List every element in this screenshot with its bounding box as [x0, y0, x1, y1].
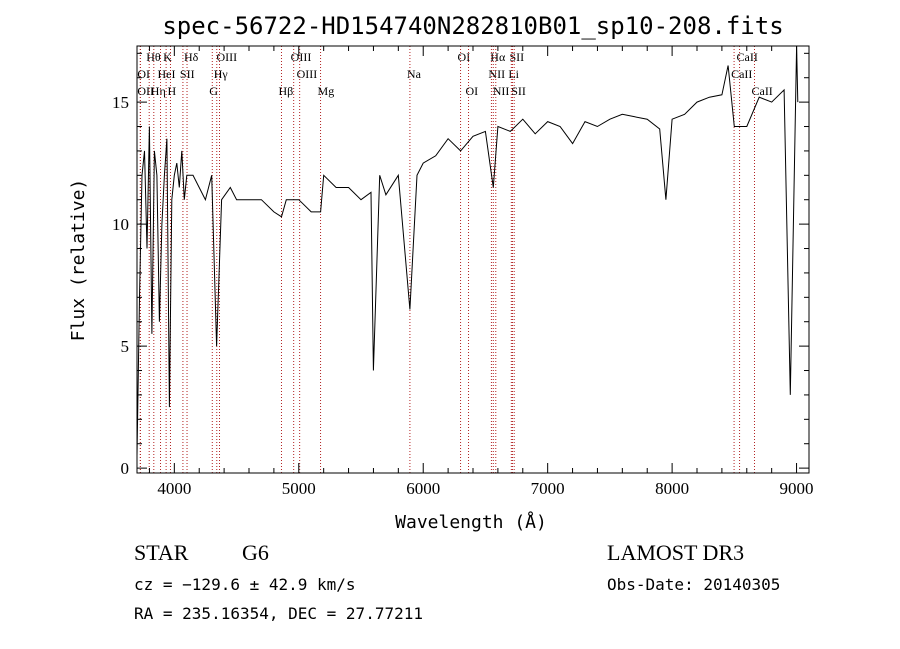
x-tick-label: 6000	[406, 479, 440, 498]
x-axis-label: Wavelength (Å)	[395, 511, 547, 533]
y-tick-label: 15	[112, 93, 129, 112]
object-class: STAR	[134, 540, 189, 565]
x-tick-label: 4000	[157, 479, 191, 498]
line-label: Hδ	[184, 50, 199, 64]
x-tick-label: 7000	[531, 479, 565, 498]
line-label: Hθ	[146, 50, 161, 64]
line-label: CaII	[731, 67, 752, 81]
line-label: SII	[509, 50, 524, 64]
line-label: OI	[466, 84, 479, 98]
line-label: OI	[137, 67, 150, 81]
line-label: Mg	[318, 84, 335, 98]
line-label: H	[167, 84, 176, 98]
y-tick-label: 0	[121, 459, 130, 478]
spectrum-series	[136, 45, 799, 456]
plot-frame	[136, 45, 810, 474]
y-tick-label: 5	[121, 337, 130, 356]
line-label: Hη	[151, 84, 166, 98]
line-label: HeI	[158, 67, 176, 81]
line-label: Hα	[490, 50, 506, 64]
line-label: Hγ	[214, 67, 229, 81]
line-label: Na	[407, 67, 422, 81]
y-tick-label: 10	[112, 215, 129, 234]
obs-date: Obs-Date: 20140305	[607, 575, 780, 594]
line-label: NII	[488, 67, 505, 81]
line-label: OIII	[297, 67, 318, 81]
line-label: CaII	[751, 84, 772, 98]
line-label: CaII	[737, 50, 758, 64]
x-tick-label: 9000	[780, 479, 814, 498]
line-label: OIII	[291, 50, 312, 64]
line-label: NII	[493, 84, 510, 98]
survey-name: LAMOST DR3	[607, 540, 744, 565]
x-tick-label: 8000	[655, 479, 689, 498]
line-label: SII	[511, 84, 526, 98]
coordinates: RA = 235.16354, DEC = 27.77211	[134, 604, 423, 623]
x-axis-ticks: 4000 5000 6000 7000 8000 9000	[148, 46, 814, 498]
y-axis-ticks: 0 5 10 15	[112, 52, 809, 478]
line-label: OIII	[217, 50, 238, 64]
subclass: G6	[242, 540, 269, 565]
spectrum-line	[136, 45, 799, 456]
line-label: Hβ	[278, 84, 293, 98]
redshift-text: cz = −129.6 ± 42.9 km/s	[134, 575, 356, 594]
line-label: G	[209, 84, 218, 98]
line-label: K	[163, 50, 172, 64]
line-label: OII	[137, 84, 154, 98]
chart-title: spec-56722-HD154740N282810B01_sp10-208.f…	[162, 12, 783, 40]
x-tick-label: 5000	[282, 479, 316, 498]
y-axis-label: Flux (relative)	[68, 179, 89, 342]
line-label: OI	[458, 50, 471, 64]
line-label: SII	[180, 67, 195, 81]
